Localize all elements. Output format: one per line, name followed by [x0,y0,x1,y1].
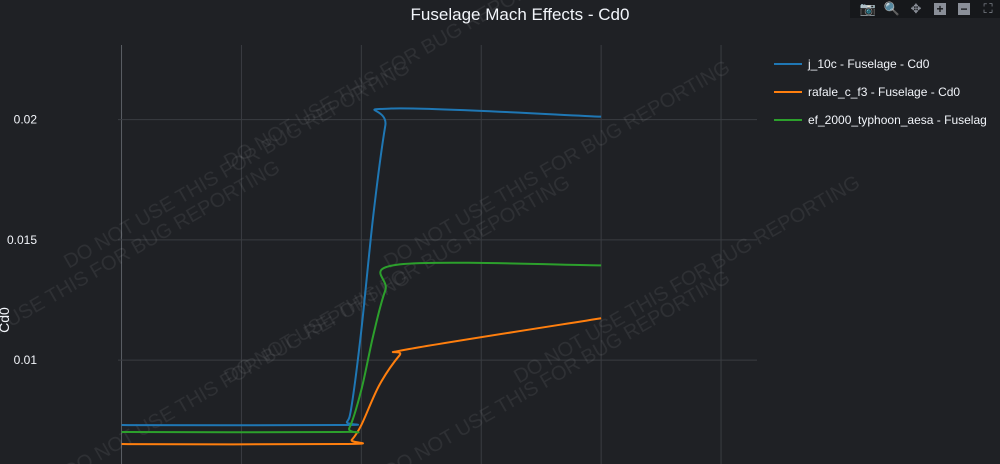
legend-swatch [774,91,802,93]
legend-label: rafale_c_f3 - Fuselage - Cd0 [808,85,961,99]
autoscale-icon[interactable]: ⛶ [983,1,993,16]
chart-title: Fuselage Mach Effects - Cd0 [410,5,630,24]
legend-swatch [774,119,802,121]
legend: j_10c - Fuselage - Cd0 rafale_c_f3 - Fus… [774,50,987,134]
y-tick-label: 0.02 [14,113,38,127]
legend-item-rafale[interactable]: rafale_c_f3 - Fuselage - Cd0 [774,78,987,106]
legend-item-typhoon[interactable]: ef_2000_typhoon_aesa - Fuselag [774,106,987,134]
legend-swatch [774,63,802,65]
watermark-text: DO NOT USE THIS FOR BUG REPORTING [380,56,734,273]
series-line [121,317,602,446]
legend-item-j10c[interactable]: j_10c - Fuselage - Cd0 [774,50,987,78]
camera-icon[interactable]: 📷 [859,1,877,16]
legend-label: j_10c - Fuselage - Cd0 [808,57,930,71]
watermark-text: DO NOT USE THIS FOR BUG REPORTING [510,171,864,388]
y-axis-title: Cd0 [0,307,12,333]
y-tick-label: 0.015 [7,233,37,247]
watermark-text: DO NOT USE THIS FOR BUG REPORTING [60,266,414,464]
watermark-text: DO NOT USE THIS FOR BUG REPORTING [380,266,734,464]
y-tick-label: 0.01 [14,353,38,367]
zoom-icon[interactable]: 🔍 [883,1,901,16]
series-line [121,261,602,434]
pan-icon[interactable]: ✥ [910,1,922,16]
modebar: 📷 🔍 ✥ + − ⛶ [850,0,1000,18]
series-line [121,107,602,427]
legend-label: ef_2000_typhoon_aesa - Fuselag [808,113,987,127]
zoom-in-icon[interactable]: + [932,2,948,16]
watermark-text: DO NOT USE THIS FOR BUG REPORTING [220,0,574,173]
zoom-out-icon[interactable]: − [956,2,972,16]
